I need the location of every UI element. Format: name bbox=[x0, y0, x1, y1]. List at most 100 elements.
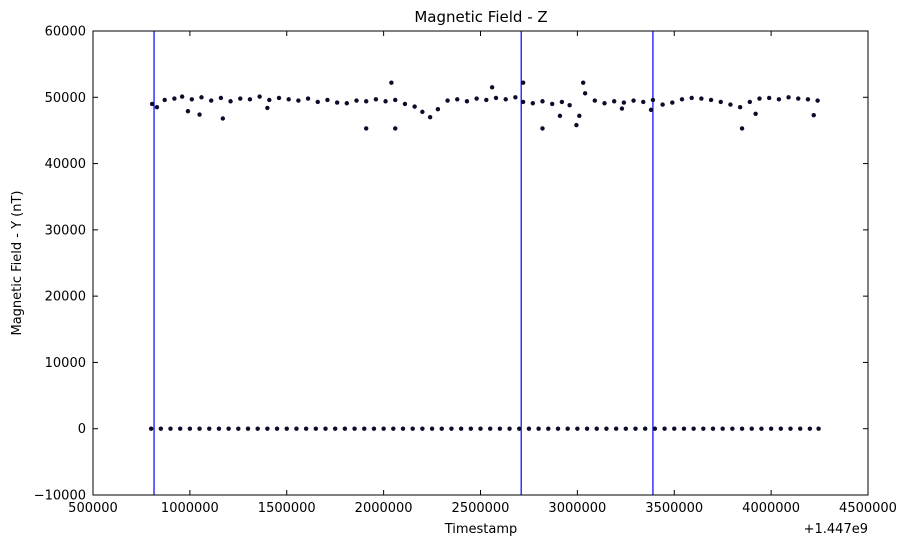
data-point bbox=[811, 112, 816, 118]
data-point bbox=[381, 426, 386, 431]
data-point bbox=[623, 426, 629, 431]
data-point bbox=[517, 426, 522, 431]
data-point bbox=[435, 107, 441, 112]
data-point bbox=[420, 109, 425, 115]
data-point bbox=[520, 99, 526, 105]
data-point bbox=[429, 426, 435, 431]
data-point bbox=[555, 426, 561, 431]
data-point bbox=[619, 106, 625, 111]
chart-title: Magnetic Field - Z bbox=[414, 8, 547, 26]
data-point bbox=[334, 100, 340, 105]
data-point bbox=[185, 109, 191, 114]
data-point bbox=[474, 96, 479, 101]
data-point bbox=[689, 95, 694, 101]
data-point bbox=[393, 97, 398, 103]
data-point bbox=[391, 426, 396, 431]
y-tick-label: 50000 bbox=[45, 91, 86, 106]
data-point bbox=[766, 95, 772, 101]
x-tick-label: 3500000 bbox=[645, 501, 703, 516]
data-point bbox=[236, 426, 241, 431]
data-point bbox=[420, 426, 425, 431]
data-point bbox=[455, 97, 460, 102]
data-point bbox=[650, 97, 656, 103]
data-point bbox=[720, 426, 725, 431]
data-point bbox=[584, 426, 590, 431]
data-points bbox=[148, 80, 821, 431]
data-point bbox=[739, 126, 745, 131]
x-tick-label: 2000000 bbox=[355, 501, 413, 516]
data-point bbox=[478, 426, 483, 431]
data-point bbox=[497, 426, 503, 431]
data-point bbox=[238, 96, 243, 101]
data-point bbox=[187, 426, 193, 431]
data-point bbox=[710, 426, 716, 431]
x-tick-label: 4000000 bbox=[742, 501, 800, 516]
data-point bbox=[154, 105, 160, 110]
data-point bbox=[323, 426, 328, 431]
data-point bbox=[172, 96, 177, 101]
data-point bbox=[672, 426, 677, 431]
data-point bbox=[691, 426, 696, 431]
data-point bbox=[575, 426, 580, 431]
data-point bbox=[699, 96, 704, 101]
data-point bbox=[526, 426, 532, 431]
data-point bbox=[648, 107, 654, 113]
data-point bbox=[594, 426, 599, 431]
data-point bbox=[493, 95, 499, 101]
data-point bbox=[344, 101, 350, 106]
data-point bbox=[468, 426, 474, 431]
data-point bbox=[265, 105, 270, 111]
data-point bbox=[427, 114, 433, 120]
data-point bbox=[797, 426, 803, 431]
data-point bbox=[412, 104, 417, 109]
data-point bbox=[393, 126, 398, 131]
data-point bbox=[540, 99, 545, 104]
data-point bbox=[621, 100, 627, 105]
data-point bbox=[796, 96, 801, 101]
data-point bbox=[207, 426, 212, 431]
y-tick-label: 0 bbox=[78, 422, 86, 437]
data-point bbox=[768, 426, 774, 431]
data-point bbox=[247, 97, 253, 102]
vertical-lines bbox=[153, 31, 654, 495]
data-point bbox=[728, 102, 733, 107]
data-point bbox=[402, 101, 408, 107]
y-tick-label: −10000 bbox=[34, 489, 86, 504]
data-point bbox=[753, 111, 758, 117]
data-point bbox=[759, 426, 764, 431]
data-point bbox=[445, 98, 450, 103]
data-point bbox=[179, 94, 185, 99]
y-tick-label: 30000 bbox=[45, 223, 86, 238]
data-point bbox=[577, 113, 582, 119]
data-point bbox=[660, 102, 665, 107]
data-point bbox=[652, 426, 658, 431]
data-point bbox=[513, 95, 518, 100]
data-point bbox=[815, 98, 820, 103]
data-point bbox=[303, 426, 309, 431]
data-point bbox=[530, 101, 536, 106]
data-point bbox=[520, 80, 526, 85]
x-axis-offset-label: +1.447e9 bbox=[804, 522, 868, 537]
data-point bbox=[276, 95, 282, 101]
data-point bbox=[718, 99, 723, 105]
data-point bbox=[708, 97, 714, 103]
data-point bbox=[602, 101, 607, 106]
y-axis-title: Magnetic Field - Y (nT) bbox=[10, 190, 25, 335]
data-point bbox=[257, 94, 262, 99]
data-point bbox=[148, 426, 154, 431]
data-point bbox=[168, 426, 173, 431]
data-point bbox=[228, 99, 233, 104]
data-point bbox=[286, 97, 291, 102]
data-point bbox=[220, 116, 226, 121]
data-point bbox=[313, 426, 319, 431]
data-point bbox=[546, 426, 551, 431]
data-point bbox=[507, 426, 512, 431]
data-point bbox=[567, 103, 572, 108]
data-point bbox=[305, 96, 311, 101]
data-point bbox=[315, 99, 320, 105]
data-point bbox=[371, 426, 377, 431]
data-point bbox=[484, 97, 489, 103]
data-point bbox=[265, 426, 270, 431]
data-point bbox=[197, 112, 202, 117]
